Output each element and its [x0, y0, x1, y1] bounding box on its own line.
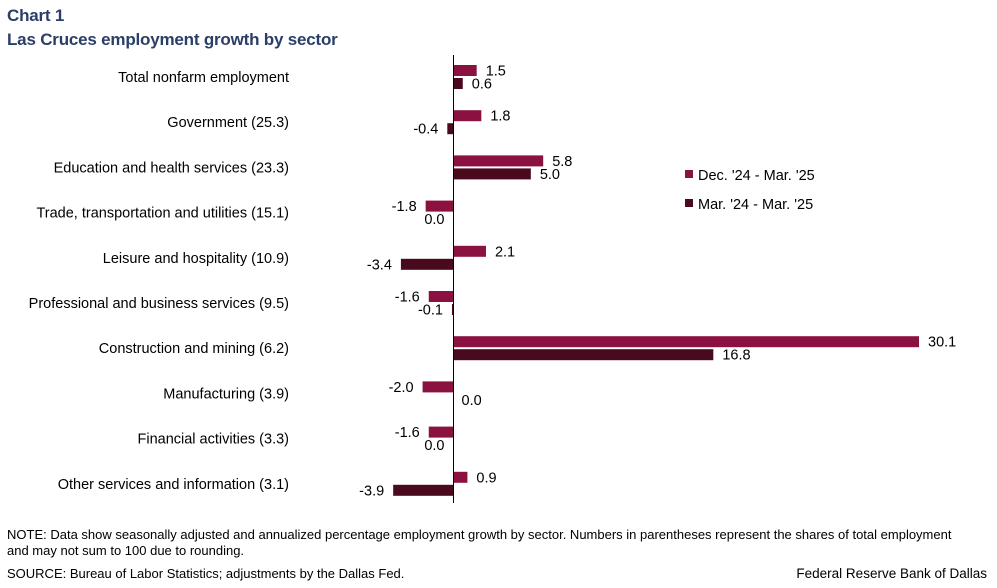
bar-s1-manufacturing-3-9	[422, 381, 454, 393]
legend-swatch-s2	[685, 199, 693, 207]
bar-s1-financial-activities-3-3	[428, 426, 454, 438]
data-label-s1-manufacturing-3-9: -2.0	[389, 380, 414, 396]
bar-s2-education-and-health-services-23-3	[453, 168, 531, 180]
category-label-construction-and-mining-6-2: Construction and mining (6.2)	[99, 341, 289, 357]
data-label-s2-financial-activities-3-3: 0.0	[424, 438, 444, 454]
bar-s2-leisure-and-hospitality-10-9	[400, 258, 454, 270]
bar-chart: Total nonfarm employment 1.50.6 Government…	[29, 55, 956, 503]
category-label-total-nonfarm-employment: Total nonfarm employment	[118, 70, 289, 86]
legend-swatch-s1	[685, 170, 693, 178]
bar-s1-trade-transportation-and-utilities-15-1	[425, 200, 454, 212]
bar-s1-government-25-3	[453, 110, 482, 122]
bar-s2-construction-and-mining-6-2	[453, 349, 714, 361]
data-label-s2-trade-transportation-and-utilities-15-1: 0.0	[424, 212, 444, 228]
data-label-s2-construction-and-mining-6-2: 16.8	[722, 348, 750, 364]
data-label-s2-leisure-and-hospitality-10-9: -3.4	[367, 257, 392, 273]
data-label-s2-total-nonfarm-employment: 0.6	[472, 77, 492, 93]
bar-s2-government-25-3	[447, 123, 454, 135]
chart-note: NOTE: Data show seasonally adjusted and …	[7, 527, 952, 558]
legend-label-s1: Dec. '24 - Mar. '25	[698, 168, 815, 184]
data-label-s2-education-and-health-services-23-3: 5.0	[540, 167, 560, 183]
bar-s1-construction-and-mining-6-2	[453, 336, 919, 348]
category-label-manufacturing-3-9: Manufacturing (3.9)	[163, 386, 289, 402]
data-label-s1-leisure-and-hospitality-10-9: 2.1	[495, 244, 515, 260]
bar-s1-total-nonfarm-employment	[453, 65, 477, 76]
data-label-s1-government-25-3: 1.8	[490, 109, 510, 125]
data-label-s2-manufacturing-3-9: 0.0	[462, 393, 482, 409]
data-label-s1-other-services-and-information-3-1: 0.9	[476, 470, 496, 486]
chart-title: Las Cruces employment growth by sector	[7, 30, 338, 49]
credit-line: Federal Reserve Bank of Dallas	[796, 566, 987, 581]
data-label-s2-government-25-3: -0.4	[413, 122, 438, 138]
data-label-s1-trade-transportation-and-utilities-15-1: -1.8	[392, 199, 417, 215]
bar-s2-professional-and-business-services-9-5	[451, 304, 454, 315]
category-label-other-services-and-information-3-1: Other services and information (3.1)	[58, 477, 289, 493]
legend-label-s2: Mar. '24 - Mar. '25	[698, 197, 813, 213]
category-label-leisure-and-hospitality-10-9: Leisure and hospitality (10.9)	[103, 251, 289, 267]
data-label-s1-professional-and-business-services-9-5: -1.6	[395, 290, 420, 306]
category-label-trade-transportation-and-utilities-15-1: Trade, transportation and utilities (15.…	[36, 206, 289, 222]
bar-s2-total-nonfarm-employment	[453, 78, 463, 89]
category-label-education-and-health-services-23-3: Education and health services (23.3)	[54, 160, 289, 176]
bar-s1-leisure-and-hospitality-10-9	[453, 245, 486, 257]
data-label-s2-other-services-and-information-3-1: -3.9	[359, 483, 384, 499]
bar-s1-education-and-health-services-23-3	[453, 155, 544, 167]
data-label-s1-financial-activities-3-3: -1.6	[395, 425, 420, 441]
bar-s1-professional-and-business-services-9-5	[428, 291, 454, 302]
category-label-financial-activities-3-3: Financial activities (3.3)	[138, 432, 290, 448]
data-label-s1-total-nonfarm-employment: 1.5	[486, 64, 506, 80]
bar-s1-other-services-and-information-3-1	[453, 471, 468, 483]
category-label-government-25-3: Government (25.3)	[167, 115, 289, 131]
bar-s2-other-services-and-information-3-1	[393, 484, 454, 496]
data-label-s2-professional-and-business-services-9-5: -0.1	[418, 303, 443, 319]
chart-label: Chart 1	[7, 6, 65, 25]
category-label-professional-and-business-services-9-5: Professional and business services (9.5)	[29, 296, 289, 312]
data-label-s1-education-and-health-services-23-3: 5.8	[552, 154, 572, 170]
chart-source: SOURCE: Bureau of Labor Statistics; adju…	[7, 566, 405, 581]
data-label-s1-construction-and-mining-6-2: 30.1	[928, 335, 956, 351]
